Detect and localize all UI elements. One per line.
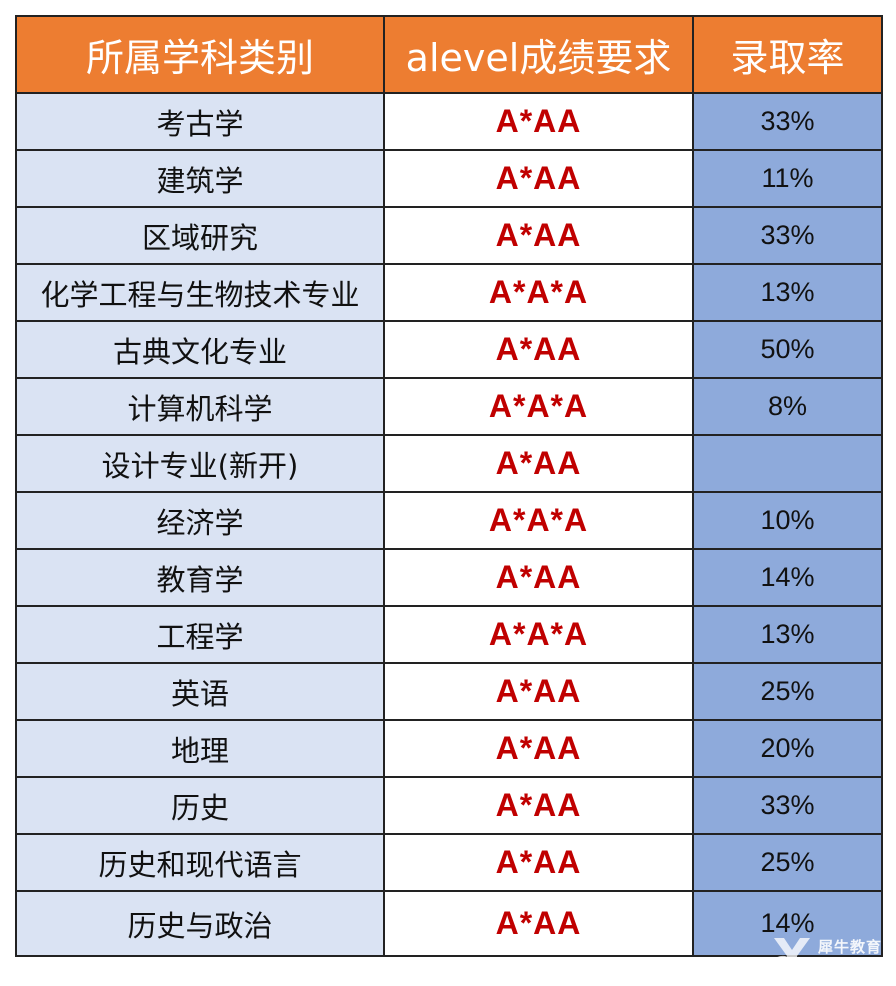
grade-cell: A*AA (383, 833, 694, 892)
table-row: 设计专业(新开) A*AA (15, 434, 883, 493)
grade-cell: A*AA (383, 149, 694, 208)
grade-cell: A*AA (383, 206, 694, 265)
subject-cell: 历史和现代语言 (15, 833, 385, 892)
subject-cell: 历史与政治 (15, 890, 385, 957)
table-row: 工程学 A*A*A 13% (15, 605, 883, 664)
grade-cell: A*A*A (383, 605, 694, 664)
table-row: 建筑学 A*AA 11% (15, 149, 883, 208)
subject-cell: 地理 (15, 719, 385, 778)
subject-cell: 历史 (15, 776, 385, 835)
table-row: 历史 A*AA 33% (15, 776, 883, 835)
rate-cell: 20% (692, 719, 883, 778)
table-row: 历史和现代语言 A*AA 25% (15, 833, 883, 892)
rate-cell: 33% (692, 776, 883, 835)
table-header-row: 所属学科类别 alevel成绩要求 录取率 (15, 15, 883, 94)
admission-requirements-table: 所属学科类别 alevel成绩要求 录取率 考古学 A*AA 33% 建筑学 A… (15, 15, 883, 957)
grade-cell: A*A*A (383, 491, 694, 550)
table-row: 历史与政治 A*AA 14% (15, 890, 883, 957)
subject-cell: 区域研究 (15, 206, 385, 265)
table-row: 地理 A*AA 20% (15, 719, 883, 778)
admission-table-container: 所属学科类别 alevel成绩要求 录取率 考古学 A*AA 33% 建筑学 A… (15, 15, 883, 957)
table-row: 经济学 A*A*A 10% (15, 491, 883, 550)
subject-cell: 英语 (15, 662, 385, 721)
subject-cell: 工程学 (15, 605, 385, 664)
rate-cell: 25% (692, 662, 883, 721)
grade-cell: A*AA (383, 719, 694, 778)
watermark-text: 犀牛教育 (818, 938, 883, 956)
grade-cell: A*AA (383, 548, 694, 607)
table-row: 计算机科学 A*A*A 8% (15, 377, 883, 436)
rate-cell: 33% (692, 92, 883, 151)
subject-cell: 教育学 (15, 548, 385, 607)
grade-cell: A*AA (383, 890, 694, 957)
grade-cell: A*A*A (383, 377, 694, 436)
rate-cell (692, 434, 883, 493)
grade-cell: A*AA (383, 434, 694, 493)
subject-cell: 经济学 (15, 491, 385, 550)
header-alevel-requirement: alevel成绩要求 (383, 15, 694, 94)
header-subject-category: 所属学科类别 (15, 15, 385, 94)
rate-cell: 13% (692, 263, 883, 322)
subject-cell: 古典文化专业 (15, 320, 385, 379)
subject-cell: 建筑学 (15, 149, 385, 208)
subject-cell: 设计专业(新开) (15, 434, 385, 493)
rate-cell: 50% (692, 320, 883, 379)
rate-cell: 13% (692, 605, 883, 664)
rate-cell: 8% (692, 377, 883, 436)
table-row: 英语 A*AA 25% (15, 662, 883, 721)
table-row: 古典文化专业 A*AA 50% (15, 320, 883, 379)
grade-cell: A*AA (383, 662, 694, 721)
rate-cell: 25% (692, 833, 883, 892)
header-admission-rate: 录取率 (692, 15, 883, 94)
subject-cell: 化学工程与生物技术专业 (15, 263, 385, 322)
table-row: 区域研究 A*AA 33% (15, 206, 883, 265)
subject-cell: 考古学 (15, 92, 385, 151)
table-row: 化学工程与生物技术专业 A*A*A 13% (15, 263, 883, 322)
grade-cell: A*AA (383, 776, 694, 835)
rate-cell: 10% (692, 491, 883, 550)
grade-cell: A*AA (383, 320, 694, 379)
subject-cell: 计算机科学 (15, 377, 385, 436)
rate-cell: 33% (692, 206, 883, 265)
rate-cell: 11% (692, 149, 883, 208)
table-row: 教育学 A*AA 14% (15, 548, 883, 607)
grade-cell: A*A*A (383, 263, 694, 322)
grade-cell: A*AA (383, 92, 694, 151)
table-row: 考古学 A*AA 33% (15, 92, 883, 151)
rate-cell: 14% (692, 548, 883, 607)
rhino-logo-icon (771, 938, 810, 968)
watermark-logo: 犀牛教育 (770, 932, 890, 972)
